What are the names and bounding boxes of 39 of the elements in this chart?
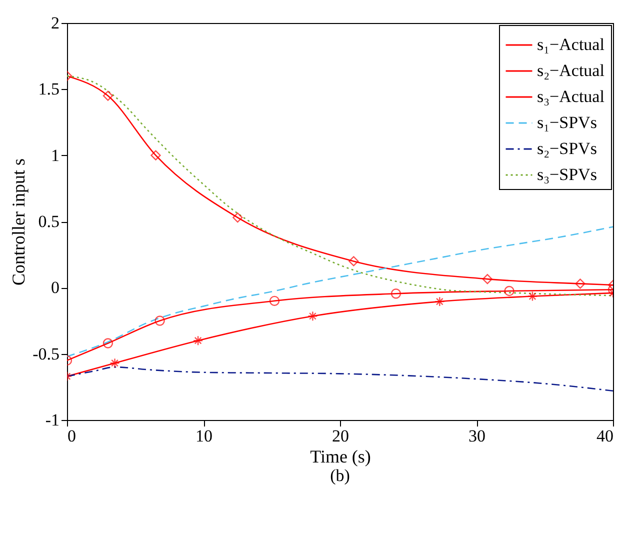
line-series [67,366,613,392]
y-tick-label: 1 [51,146,60,165]
legend-label: s₂−Actual [537,61,605,80]
y-tick-label: -0.5 [32,344,60,364]
point [434,296,445,307]
line-series [67,226,613,358]
point [390,288,402,299]
y-tick-label: 1.5 [38,80,60,99]
point [482,274,492,284]
point [575,278,586,289]
x-tick-label: 0 [68,426,76,446]
y-axis-title: Controller input s [8,158,29,286]
text: (b) [330,466,350,485]
point [232,212,243,223]
legend-label: s₃−SPVs [537,165,597,184]
point [110,358,120,368]
point [527,291,538,302]
point [348,256,359,266]
point [102,338,114,348]
point [150,150,161,160]
legend-label: s₂−SPVs [537,139,597,158]
point [504,286,514,296]
point [308,311,318,322]
point [192,336,204,346]
point [269,296,280,306]
x-tick-label: 30 [468,426,486,446]
x-tick-label: 20 [332,426,349,446]
y-tick-label: 0 [51,278,60,298]
point [154,316,165,326]
legend-label: s₁−Actual [537,35,605,54]
x-tick-label: 10 [196,426,212,446]
y-tick-label: 0.5 [38,212,60,231]
y-tick-label: -1 [45,410,60,430]
x-axis-title: Time (s) [310,446,371,466]
point [102,90,114,101]
legend-label: s₁−SPVs [537,113,597,132]
x-tick-label: 40 [596,426,614,446]
y-tick-label: 2 [51,14,60,32]
legend-label: s₃−Actual [537,87,605,106]
